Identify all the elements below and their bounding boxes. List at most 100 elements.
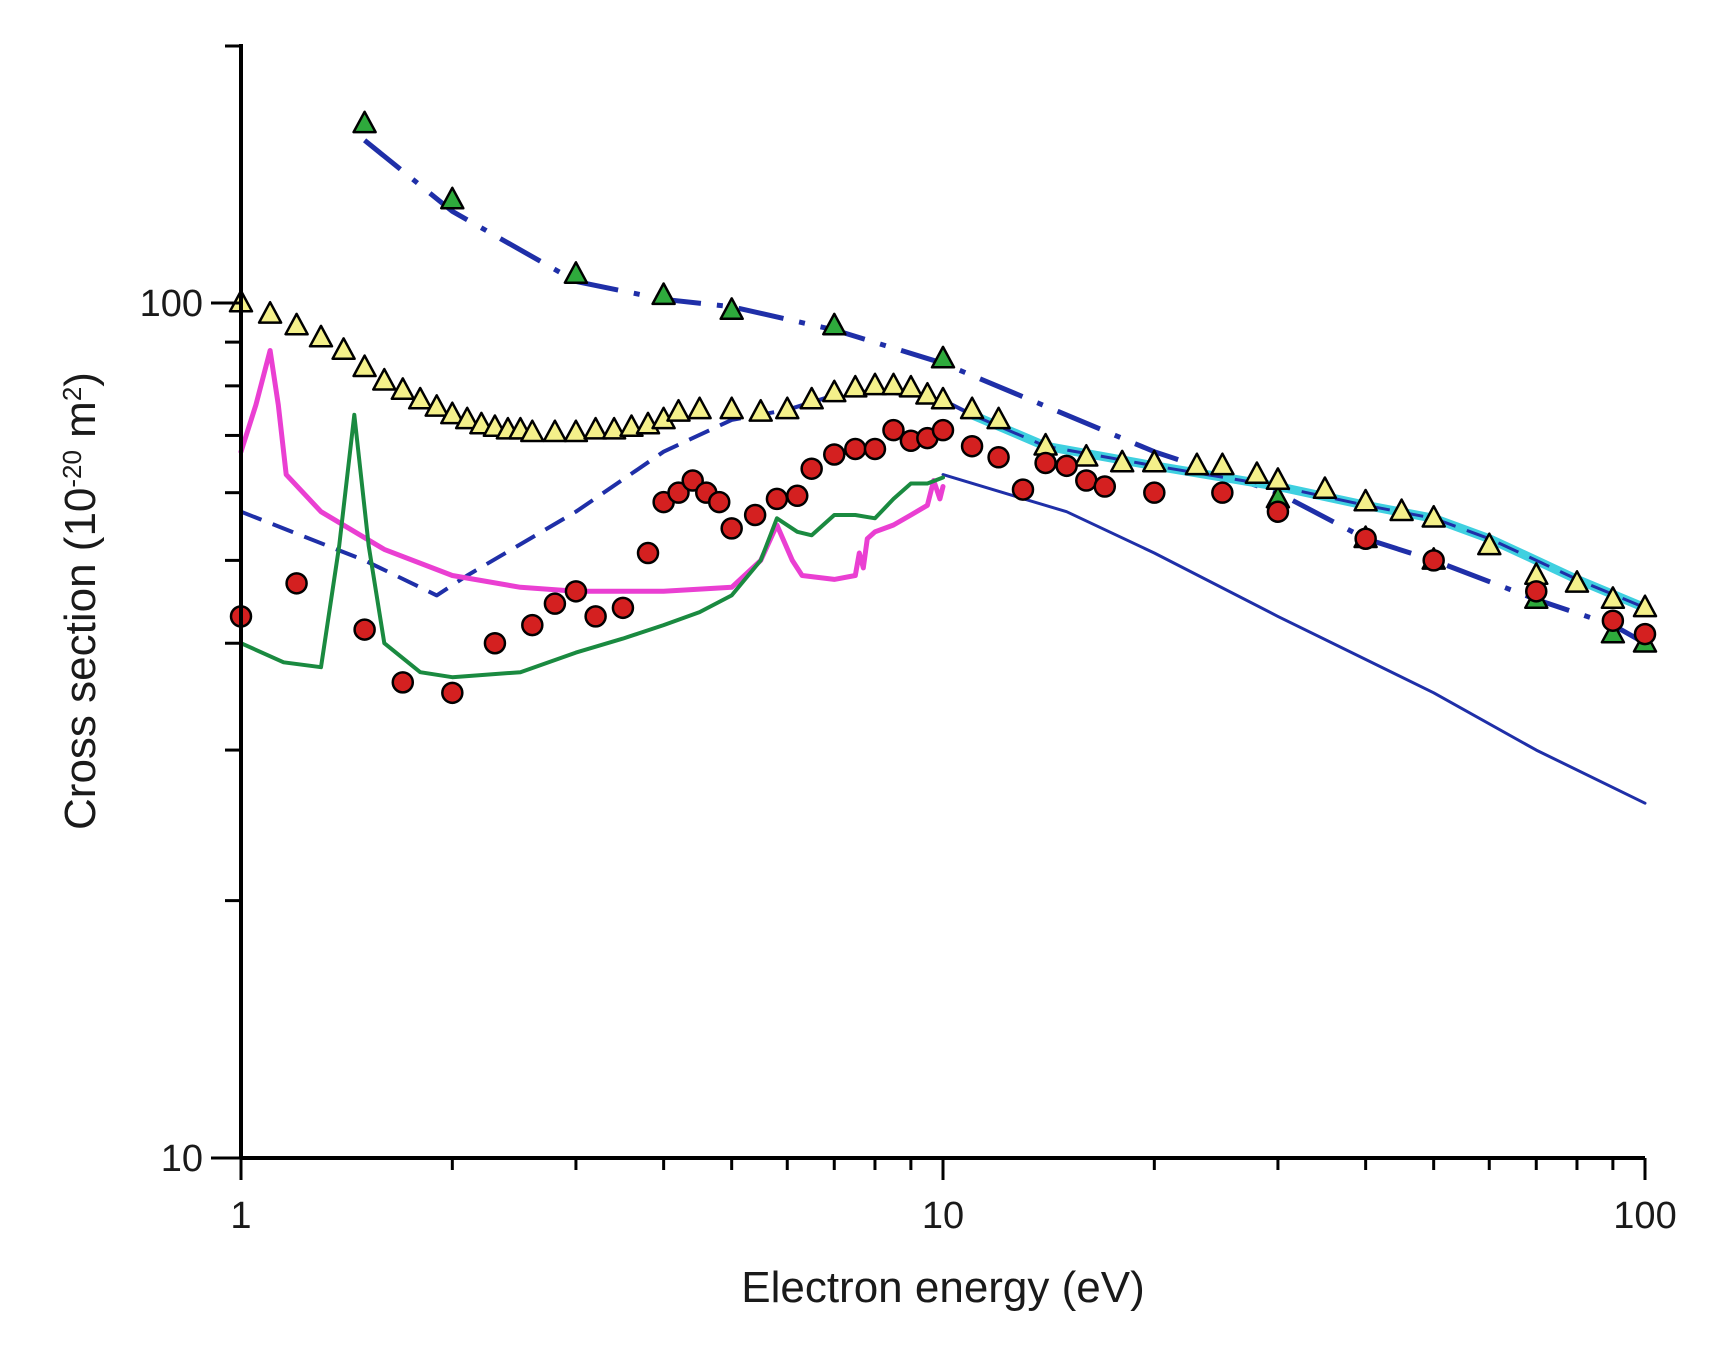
data-point [959, 396, 985, 420]
series-line-blue-dash-dot [363, 138, 1647, 646]
data-point [1034, 451, 1057, 475]
data-point [564, 580, 588, 603]
data-point [520, 419, 545, 443]
data-point [584, 605, 607, 628]
data-point [454, 406, 480, 430]
y-axis-label-exp: -20 [57, 450, 87, 488]
data-point [862, 372, 888, 396]
data-point [1184, 452, 1210, 476]
data-point [285, 572, 308, 595]
data-point [915, 381, 940, 405]
data-point [667, 481, 690, 504]
data-point [583, 416, 608, 440]
plot-markers [228, 110, 1658, 705]
data-point [931, 418, 955, 442]
data-point [352, 110, 377, 134]
data-point [843, 374, 868, 398]
data-point [1600, 586, 1626, 610]
data-point [1265, 467, 1291, 491]
data-point [1422, 549, 1445, 572]
data-point [611, 596, 635, 620]
data-point [1210, 452, 1235, 476]
y-axis-label-main: Cross section (10 [56, 488, 105, 830]
data-point [1354, 527, 1377, 550]
series-red-filled-circles [229, 418, 1657, 705]
data-point [786, 484, 809, 508]
data-point [1211, 481, 1234, 504]
data-point [687, 396, 712, 420]
y-tick-label: 10 [161, 1138, 203, 1180]
data-point [666, 398, 691, 422]
data-point [1266, 500, 1290, 523]
y-axis-label-unit: m [56, 401, 105, 450]
data-point [542, 419, 568, 443]
data-point [863, 437, 887, 461]
data-point [372, 367, 397, 391]
data-point [1109, 449, 1135, 473]
data-point [775, 396, 800, 420]
data-point [1632, 594, 1658, 618]
x-axis-label: Electron energy (eV) [741, 1263, 1145, 1312]
data-point [1389, 498, 1414, 522]
data-point [1055, 454, 1078, 478]
data-point [563, 261, 589, 284]
data-point [930, 345, 956, 369]
data-point [1312, 476, 1338, 500]
data-point [331, 337, 356, 360]
series-line-magenta-solid [238, 348, 946, 594]
series-yellow-filled-triangles [228, 289, 1658, 618]
data-point [881, 372, 906, 396]
data-point [407, 386, 433, 410]
data-point [930, 386, 956, 410]
data-point [1074, 443, 1099, 467]
data-point [391, 671, 415, 694]
data-point [898, 374, 924, 398]
data-point [1525, 580, 1548, 603]
data-point [284, 312, 309, 336]
data-point [986, 406, 1011, 430]
data-point [440, 186, 465, 210]
y-axis-label: Cross section (10-20 m2) [56, 372, 105, 830]
data-point [521, 613, 544, 637]
data-point [1075, 469, 1098, 492]
data-point [636, 541, 660, 565]
data-point [390, 377, 416, 401]
data-point [719, 396, 744, 420]
data-point [1477, 532, 1502, 556]
x-tick-label: 100 [1613, 1195, 1676, 1237]
data-point [424, 394, 449, 417]
data-point [823, 443, 846, 466]
data-point [1633, 622, 1657, 646]
data-point [257, 300, 283, 324]
data-point [1601, 609, 1625, 632]
data-point [308, 324, 334, 348]
tick-labels: 1 10 100 10 100 [140, 283, 1677, 1237]
data-point [651, 282, 676, 306]
data-point [352, 354, 377, 378]
data-point [822, 312, 847, 336]
series-line-blue-dashed [240, 388, 974, 598]
data-point [1421, 504, 1446, 528]
series-line-green-solid [239, 412, 945, 680]
data-point [353, 618, 376, 641]
data-point [1093, 475, 1117, 498]
data-point [1353, 488, 1378, 512]
data-point [719, 297, 744, 321]
data-point [1011, 478, 1035, 501]
data-point [822, 379, 847, 403]
plot-lines [238, 138, 1650, 805]
data-point [563, 419, 589, 443]
series-line-blue-solid [941, 473, 1647, 805]
x-tick-label: 1 [230, 1195, 251, 1237]
data-point [748, 398, 773, 422]
data-point [743, 503, 767, 527]
x-tick-label: 10 [922, 1195, 964, 1237]
data-point [799, 386, 824, 410]
data-point [543, 592, 567, 615]
ticks [211, 44, 1647, 1180]
data-point [1142, 449, 1167, 473]
data-point [765, 487, 789, 511]
data-point [960, 434, 984, 458]
y-axis-label-unit-exp: 2 [57, 387, 87, 401]
data-point [440, 401, 465, 425]
